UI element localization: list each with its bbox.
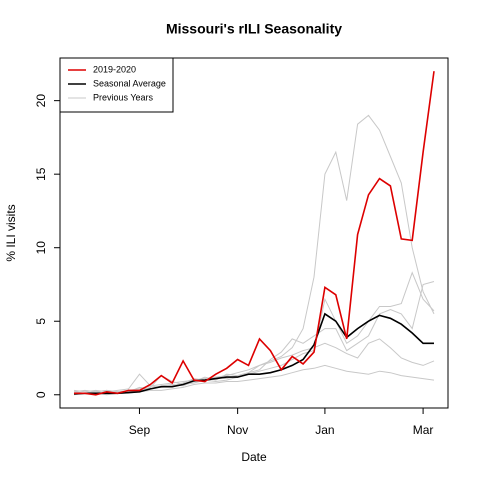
- x-tick-label: Nov: [227, 423, 248, 437]
- y-tick-label: 15: [34, 167, 48, 181]
- legend-label: 2019-2020: [93, 64, 136, 74]
- chart-title: Missouri's rILI Seasonality: [166, 21, 342, 37]
- legend-label: Seasonal Average: [93, 78, 166, 88]
- data-line: [73, 312, 434, 395]
- y-tick-label: 20: [34, 94, 48, 108]
- y-tick-label: 0: [34, 391, 48, 398]
- y-tick-label: 10: [34, 241, 48, 255]
- data-line: [73, 338, 435, 394]
- x-tick-label: Jan: [315, 423, 334, 437]
- x-tick-label: Sep: [129, 423, 151, 437]
- legend-box: [59, 57, 174, 113]
- legend-label: Previous Years: [93, 92, 154, 102]
- x-axis-label: Date: [241, 450, 267, 464]
- data-line: [73, 281, 435, 393]
- x-tick-label: Mar: [413, 423, 434, 437]
- plot-box: [59, 57, 449, 409]
- data-line: [74, 271, 435, 394]
- data-line: [74, 71, 435, 396]
- y-axis-label: % ILI visits: [4, 204, 18, 261]
- y-tick-label: 5: [34, 318, 48, 325]
